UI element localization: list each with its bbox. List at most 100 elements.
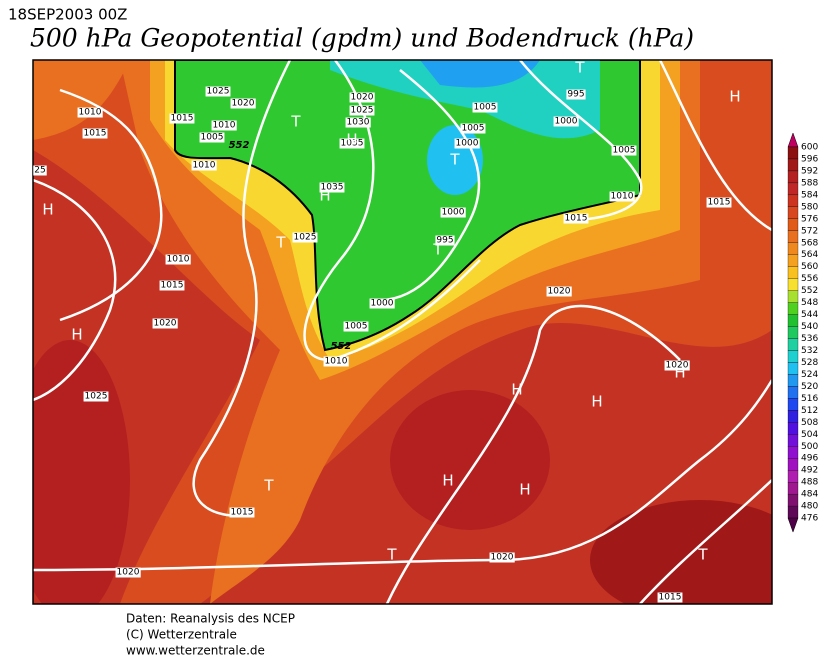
colorbar-cell <box>787 278 799 291</box>
isobar-label: 1025 <box>207 87 230 97</box>
colorbar-cell <box>787 266 799 279</box>
label-background <box>152 318 178 329</box>
colorbar-cell <box>787 362 799 375</box>
isobar-label: 1025 <box>85 392 108 402</box>
colorbar-label: 564 <box>801 250 818 260</box>
pressure-center: H <box>674 364 685 382</box>
label-background <box>229 507 255 518</box>
colorbar-cell <box>787 482 799 495</box>
colorbar-cell <box>787 410 799 423</box>
colorbar-cell <box>787 194 799 208</box>
pressure-center: H <box>519 481 530 499</box>
isobar-label: 1015 <box>84 129 107 139</box>
label-background <box>460 123 486 134</box>
colorbar-label: 500 <box>801 442 818 452</box>
colorbar-cell <box>787 338 799 351</box>
isobar-label: 1030 <box>347 118 370 128</box>
label-background <box>77 107 103 118</box>
colorbar-label: 508 <box>801 418 818 428</box>
colorbar-cell <box>787 206 799 219</box>
pressure-center: H <box>346 131 357 149</box>
colorbar-label: 580 <box>801 202 818 212</box>
isobar-label: 1025 <box>351 106 374 116</box>
colorbar-cell <box>787 434 799 447</box>
footer-line: Daten: Reanalysis des NCEP <box>126 612 295 626</box>
map-title: 500 hPa Geopotential (gpdm) und Bodendru… <box>30 24 694 53</box>
colorbar-cell <box>787 302 799 315</box>
isobar-label: 1000 <box>442 208 465 218</box>
isobar-label: 1000 <box>456 139 479 149</box>
label-background <box>199 132 225 143</box>
colorbar-label: 548 <box>801 298 818 308</box>
isobar-label: 1000 <box>371 299 394 309</box>
pressure-center: H <box>442 472 453 490</box>
isobar-label: 1015 <box>708 198 731 208</box>
isobar-label: 1015 <box>171 114 194 124</box>
label-background <box>706 197 732 208</box>
pressure-center: H <box>591 393 602 411</box>
label-background <box>211 120 237 131</box>
colorbar-cell <box>787 326 799 339</box>
isobar-label: 1035 <box>321 183 344 193</box>
label-background <box>323 356 349 367</box>
colorbar-cell <box>787 314 799 327</box>
isobar-label: 1005 <box>474 103 497 113</box>
isobar-label: 1020 <box>666 361 689 371</box>
colorbar-cap <box>787 517 799 533</box>
label-background <box>611 145 637 156</box>
contour-label: 552 <box>229 140 250 151</box>
label-background <box>440 207 466 218</box>
pressure-center: H <box>42 201 53 219</box>
colorbar-label: 492 <box>801 466 818 476</box>
isobar-label: 1035 <box>341 139 364 149</box>
colorbar-label: 516 <box>801 394 818 404</box>
colorbar-cell <box>787 458 799 471</box>
label-background <box>489 552 515 563</box>
isobar-label: 1010 <box>79 108 102 118</box>
label-background <box>664 360 690 371</box>
label-background <box>566 89 586 100</box>
isobar-label: 1020 <box>154 319 177 329</box>
colorbar-label: 556 <box>801 274 818 284</box>
colorbar-cell <box>787 170 799 184</box>
colorbar-cell <box>787 505 799 519</box>
isobar-label: 1005 <box>613 146 636 156</box>
isobar-label: 1010 <box>167 255 190 265</box>
colorbar-label: 524 <box>801 370 818 380</box>
colorbar-label: 560 <box>801 262 818 272</box>
isobar-label: 1010 <box>611 192 634 202</box>
colorbar-label: 504 <box>801 430 818 440</box>
colorbar-label: 484 <box>801 490 818 500</box>
isobar-label: 1015 <box>659 593 682 603</box>
label-background <box>159 280 185 291</box>
label-background <box>472 102 498 113</box>
pressure-center: T <box>432 241 443 259</box>
colorbar-label: 576 <box>801 214 818 224</box>
label-background <box>546 286 572 297</box>
isobar-label: 1015 <box>161 281 184 291</box>
pressure-center: H <box>319 187 330 205</box>
colorbar-cell <box>787 218 799 231</box>
colorbar-label: 488 <box>801 478 818 488</box>
colorbar-cell <box>787 230 799 243</box>
isobar-label: 1020 <box>117 568 140 578</box>
colorbar-cell <box>787 350 799 363</box>
label-background <box>165 254 191 265</box>
isobar-label: 995 <box>436 236 453 246</box>
colorbar-label: 552 <box>801 286 818 296</box>
isobar-label: 1005 <box>345 322 368 332</box>
colorbar-cell <box>787 374 799 387</box>
map-frame <box>32 59 773 605</box>
label-background <box>343 321 369 332</box>
colorbar-label: 544 <box>801 310 818 320</box>
isobar-label: 1020 <box>491 553 514 563</box>
pressure-center: T <box>697 546 708 564</box>
label-background <box>563 213 589 224</box>
colorbar-label: 536 <box>801 334 818 344</box>
colorbar-label: 528 <box>801 358 818 368</box>
isobar-label: 1015 <box>231 508 254 518</box>
isobar-label: 995 <box>567 90 584 100</box>
isobar-label: 1010 <box>193 161 216 171</box>
label-background <box>205 86 231 97</box>
colorbar-cell <box>787 422 799 435</box>
